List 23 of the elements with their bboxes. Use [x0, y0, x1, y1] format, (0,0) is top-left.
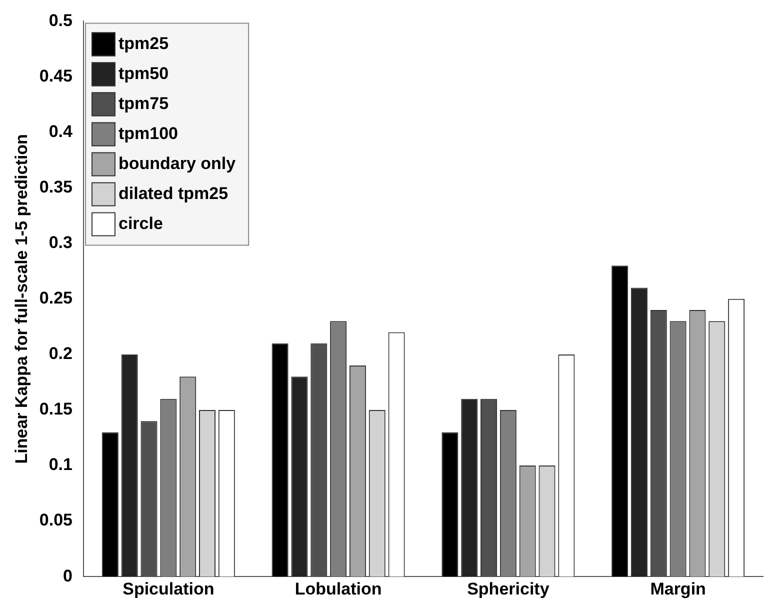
x-tick-label: Spiculation [122, 579, 214, 598]
legend-label: boundary only [118, 154, 236, 173]
y-axis-title: Linear Kappa for full-scale 1-5 prediction [12, 134, 31, 464]
y-tick-label: 0.05 [39, 510, 72, 530]
legend-label: tpm25 [118, 34, 169, 53]
y-tick-label: 0.1 [48, 455, 72, 474]
y-tick-label: 0.15 [39, 400, 72, 419]
y-tick-label: 0.4 [48, 122, 74, 141]
y-tick-label: 0.35 [39, 178, 72, 197]
y-tick-label: 0.45 [39, 66, 72, 86]
y-tick-label: 0.3 [48, 233, 72, 252]
x-tick-label: Lobulation [294, 579, 382, 598]
x-tick-label: Sphericity [467, 579, 550, 598]
y-tick-label: 0.25 [39, 288, 72, 308]
y-tick-label: 0.2 [48, 344, 72, 364]
x-tick-label: Margin [650, 579, 706, 598]
legend-label: tpm100 [118, 124, 178, 143]
y-tick-label: 0 [63, 566, 72, 586]
legend-label: circle [118, 214, 163, 233]
y-tick-label: 0.5 [48, 10, 72, 30]
legend-label: tpm75 [118, 94, 169, 113]
legend-label: tpm50 [118, 64, 169, 83]
legend-label: dilated tpm25 [118, 184, 228, 203]
